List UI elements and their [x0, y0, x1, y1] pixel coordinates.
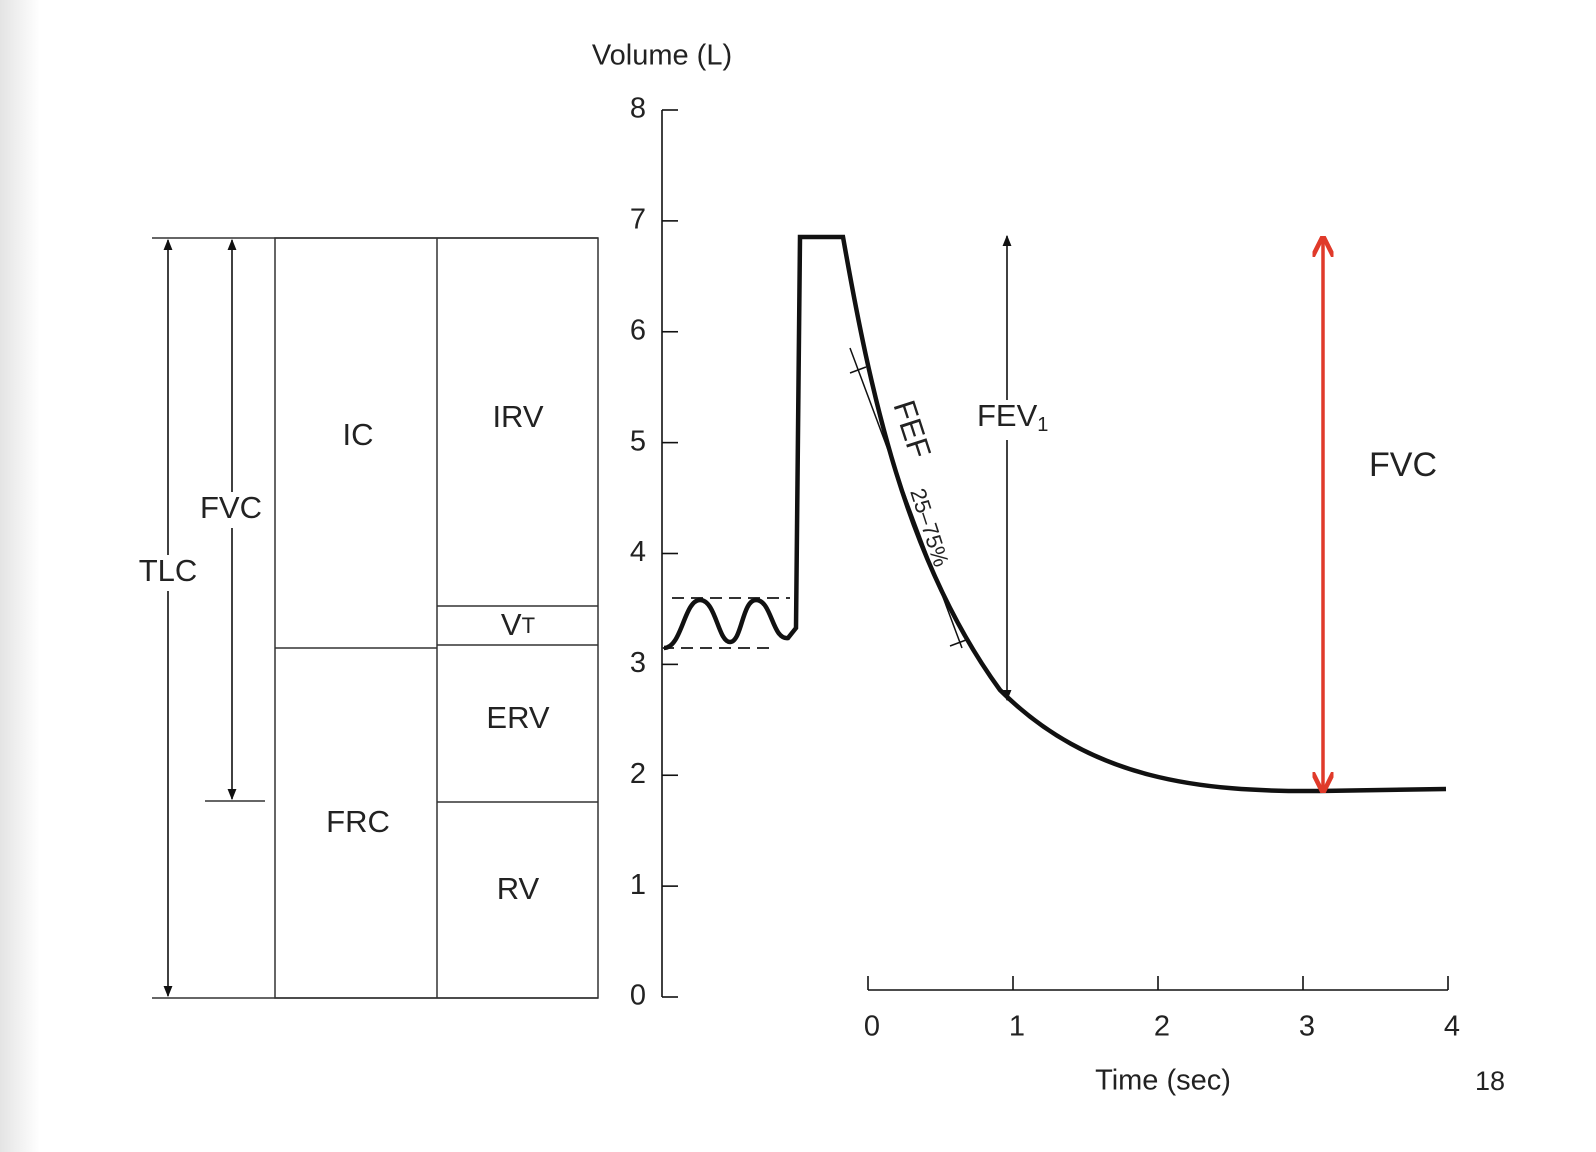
trace: FEF 25–75% FEV1 FVC: [662, 234, 1447, 794]
fvc-right-label: FVC: [1369, 446, 1437, 484]
y-tick-label: 4: [630, 536, 646, 568]
y-tick-label: 5: [630, 425, 646, 457]
label-bg: [140, 555, 196, 591]
axes: Volume (L) Time (sec) 0 1 2 3 4 5 6 7 8 0 1 2 3 4: [592, 40, 1460, 1097]
y-tick-label: 1: [630, 869, 646, 901]
frc-label: FRC: [326, 804, 390, 839]
fef-tick: [849, 366, 867, 374]
tlc-label: TLC: [139, 553, 198, 588]
fef-tick: [949, 639, 967, 647]
vt-label: VT: [501, 607, 535, 642]
label-bg: [975, 400, 1065, 440]
irv-label: IRV: [492, 399, 543, 434]
x-tick-label: 0: [864, 1011, 880, 1043]
rv-label: RV: [497, 871, 540, 906]
edge-shade: [0, 0, 40, 1152]
fef-line: [849, 347, 963, 649]
x-tick-label: 2: [1154, 1011, 1170, 1043]
y-axis-title: Volume (L): [592, 40, 732, 72]
y-tick-label: 7: [630, 204, 646, 236]
page-number: 18: [1475, 1066, 1505, 1096]
x-axis-title: Time (sec): [1095, 1065, 1231, 1097]
fvc-label: FVC: [200, 490, 262, 525]
fef-label: FEF: [887, 396, 938, 463]
lung-volumes: TLC FVC IC FRC IRV VT ERV RV: [139, 237, 599, 999]
x-tick-label: 3: [1299, 1011, 1315, 1043]
label-bg: [192, 492, 272, 528]
fev1-main: FEV: [977, 398, 1038, 433]
x-tick-label: 4: [1444, 1011, 1460, 1043]
y-tick-label: 8: [630, 93, 646, 125]
ic-label: IC: [343, 417, 374, 452]
x-tick-label: 1: [1009, 1011, 1025, 1043]
y-tick-label: 3: [630, 647, 646, 679]
fev1-label: FEV1: [977, 398, 1048, 436]
y-tick-label: 6: [630, 314, 646, 346]
fev1-sub: 1: [1037, 414, 1048, 436]
erv-label: ERV: [486, 700, 550, 735]
vt-sub: T: [522, 613, 535, 638]
volume-curve: [663, 234, 1447, 794]
y-tick-label: 0: [630, 980, 646, 1012]
y-tick-label: 2: [630, 758, 646, 790]
vt-main: V: [501, 607, 522, 642]
